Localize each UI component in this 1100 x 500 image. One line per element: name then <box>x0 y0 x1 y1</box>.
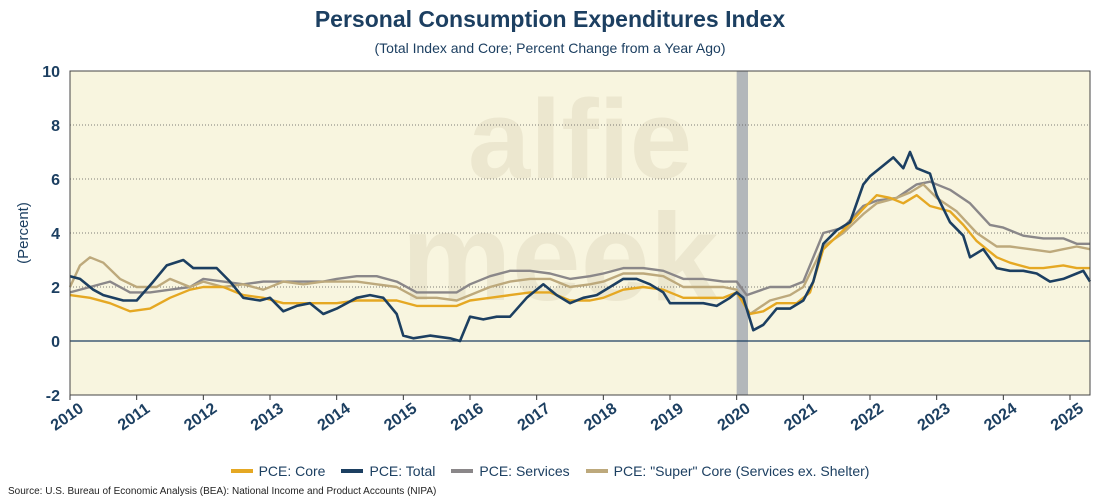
y-tick-label: 4 <box>51 226 60 243</box>
x-tick-label: 2013 <box>248 400 287 434</box>
x-tick-label: 2019 <box>648 400 687 434</box>
x-tick-label: 2025 <box>1048 400 1087 434</box>
plot-border <box>69 70 1091 396</box>
x-tick-label: 2011 <box>115 400 153 434</box>
legend-item-services: PCE: Services <box>451 463 570 479</box>
legend-item-supercore: PCE: "Super" Core (Services ex. Shelter) <box>585 463 870 479</box>
y-tick-label: 10 <box>42 64 60 81</box>
legend-label-core: PCE: Core <box>258 463 326 479</box>
series-total-line <box>69 150 1092 343</box>
x-tick-label: 2012 <box>181 400 220 434</box>
y-tick-label: 2 <box>51 280 60 297</box>
y-tick-label: 6 <box>51 172 60 189</box>
series-supercore-line <box>68 183 1091 316</box>
legend-label-supercore: PCE: "Super" Core (Services ex. Shelter) <box>613 463 870 479</box>
legend-swatch-supercore <box>585 469 608 473</box>
x-tick-label: 2015 <box>381 400 420 434</box>
x-tick-label: 2021 <box>781 400 820 434</box>
chart-subtitle: (Total Index and Core; Percent Change fr… <box>374 40 726 56</box>
source-note: Source: U.S. Bureau of Economic Analysis… <box>8 486 437 497</box>
legend-swatch-services <box>451 469 474 473</box>
watermark-text: meek <box>401 189 719 327</box>
series-services-line <box>69 180 1090 297</box>
x-tick-label: 2020 <box>715 400 754 434</box>
x-tick-label: 2014 <box>315 400 354 434</box>
legend-label-services: PCE: Services <box>479 463 570 479</box>
y-tick-label: 0 <box>51 334 60 351</box>
watermark-text: alfie <box>468 77 692 202</box>
chart-title: Personal Consumption Expenditures Index <box>314 6 786 32</box>
y-tick-label: 8 <box>51 118 60 135</box>
x-tick-label: 2017 <box>515 400 554 434</box>
legend-label-total: PCE: Total <box>369 463 436 479</box>
x-tick-label: 2024 <box>981 400 1020 434</box>
legend-swatch-total <box>341 469 364 473</box>
x-tick-label: 2023 <box>915 400 954 434</box>
series-core-line <box>69 193 1090 316</box>
x-tick-label: 2022 <box>848 400 887 434</box>
legend-item-core: PCE: Core <box>230 463 326 479</box>
x-tick-label: 2016 <box>448 400 487 434</box>
x-tick-label: 2010 <box>48 400 87 434</box>
legend-swatch-core <box>230 469 253 473</box>
y-axis-label: (Percent) <box>15 202 32 264</box>
legend-item-total: PCE: Total <box>341 463 435 479</box>
chart-legend: PCE: Core PCE: Total PCE: Services PCE: … <box>0 463 1100 479</box>
x-tick-label: 2018 <box>581 400 620 434</box>
y-tick-label: -2 <box>46 388 60 405</box>
